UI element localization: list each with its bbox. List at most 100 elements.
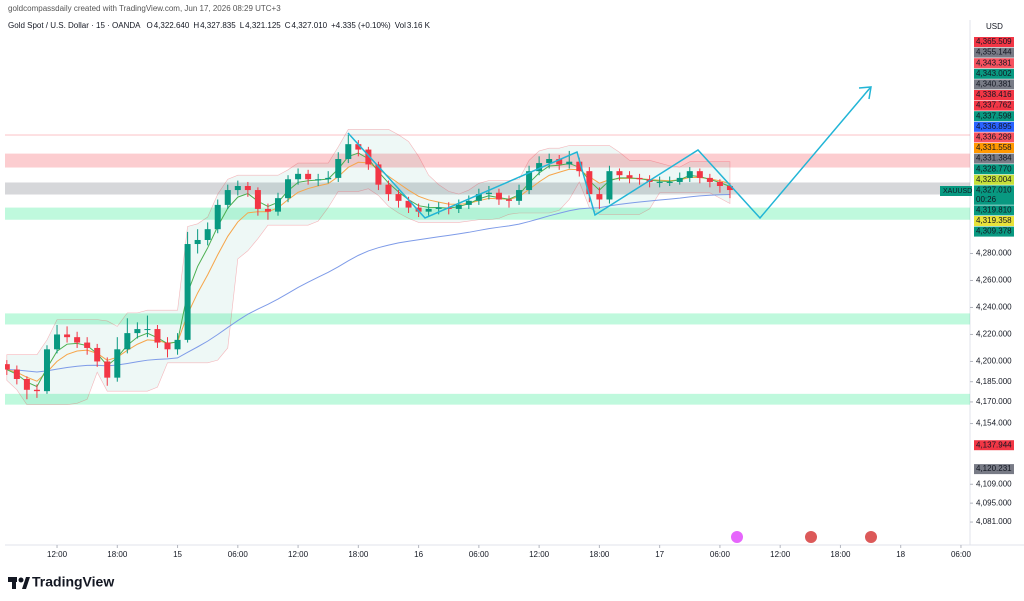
price-tag-label: 4,309.378 bbox=[976, 227, 1012, 236]
y-tick-label: 4,260.000 bbox=[976, 276, 1012, 285]
price-tag-label: 4,336.895 bbox=[976, 122, 1012, 131]
candle-body bbox=[676, 177, 683, 182]
y-tick-label: 4,240.000 bbox=[976, 303, 1012, 312]
logo-mark bbox=[18, 577, 24, 583]
event-icon bbox=[865, 531, 877, 543]
x-tick-label: 18:00 bbox=[589, 550, 610, 559]
price-tag bbox=[974, 90, 1014, 100]
candle-body bbox=[696, 171, 703, 178]
candle-body bbox=[325, 177, 332, 180]
price-tag bbox=[974, 121, 1014, 132]
candle-body bbox=[505, 199, 512, 201]
drawings bbox=[347, 86, 872, 220]
candle-body bbox=[686, 171, 693, 178]
x-tick-label: 16 bbox=[414, 550, 423, 559]
candle-body bbox=[84, 342, 91, 348]
zone bbox=[5, 207, 970, 220]
candle-body bbox=[234, 186, 241, 191]
price-tag bbox=[974, 185, 1014, 205]
candle-body bbox=[716, 181, 723, 187]
zone bbox=[5, 153, 970, 168]
candle-body bbox=[54, 334, 61, 350]
y-tick-label: 4,220.000 bbox=[976, 330, 1012, 339]
candle-body bbox=[264, 208, 271, 212]
price-tag bbox=[974, 79, 1014, 90]
legend-text: +4.335 (+0.10%) bbox=[331, 21, 391, 30]
legend-text: L bbox=[240, 21, 245, 30]
candle-body bbox=[485, 192, 492, 195]
candle-body bbox=[385, 184, 392, 195]
candle-body bbox=[285, 179, 292, 199]
legend-text: 4,327.010 bbox=[292, 21, 328, 30]
price-tag bbox=[974, 100, 1014, 111]
candle-body bbox=[666, 181, 673, 183]
candle-body bbox=[124, 333, 131, 350]
candle-body bbox=[134, 329, 141, 334]
zone bbox=[5, 313, 970, 325]
candle-body bbox=[13, 369, 20, 379]
price-tag bbox=[974, 47, 1014, 58]
logo-mark bbox=[12, 577, 16, 589]
legend-text: H bbox=[193, 21, 199, 30]
candle-body bbox=[596, 194, 603, 200]
price-tag bbox=[974, 37, 1014, 47]
candle-body bbox=[144, 329, 151, 331]
legend-text: Gold Spot / U.S. Dollar · 15 · OANDA bbox=[8, 21, 141, 30]
candle-body bbox=[23, 378, 30, 390]
price-tag-label: 4,319.358 bbox=[976, 216, 1012, 225]
x-tick-label: 06:00 bbox=[469, 550, 490, 559]
price-tag bbox=[974, 132, 1014, 143]
candle-body bbox=[706, 177, 713, 182]
candle-body bbox=[74, 337, 81, 343]
event-icon bbox=[805, 531, 817, 543]
plot bbox=[5, 129, 970, 405]
candle-body bbox=[395, 194, 402, 201]
x-tick-label: 12:00 bbox=[47, 550, 68, 559]
candle-body bbox=[656, 181, 663, 183]
candle-body bbox=[244, 186, 251, 191]
price-tag bbox=[974, 153, 1014, 164]
price-tag-label: 4,338.416 bbox=[976, 90, 1012, 99]
candle-body bbox=[224, 190, 231, 205]
candle-body bbox=[526, 171, 533, 191]
legend-text: 4,327.835 bbox=[200, 21, 236, 30]
candle-body bbox=[5, 364, 10, 370]
pattern-line bbox=[347, 87, 871, 220]
price-tag-label: 4,331.384 bbox=[976, 154, 1012, 163]
candle-body bbox=[315, 179, 322, 181]
price-tag bbox=[974, 174, 1014, 185]
price-tag-label: 4,336.289 bbox=[976, 133, 1012, 142]
y-tick-label: 4,185.000 bbox=[976, 377, 1012, 386]
candle-body bbox=[415, 207, 422, 212]
candle-body bbox=[606, 171, 613, 200]
price-tag bbox=[974, 68, 1014, 79]
price-tag bbox=[974, 143, 1014, 153]
axis: 4,280.000 4,260.000 4,240.000 4,220.000 4,20… bbox=[47, 37, 1014, 559]
candle-body bbox=[455, 204, 462, 209]
candle-body bbox=[636, 177, 643, 180]
y-tick-label: 4,280.000 bbox=[976, 249, 1012, 258]
candle-body bbox=[43, 349, 50, 392]
level-tag bbox=[974, 464, 1014, 475]
candle-body bbox=[616, 171, 623, 176]
candle-body bbox=[295, 173, 302, 180]
logo-text: TradingView bbox=[32, 574, 114, 590]
candle-body bbox=[254, 190, 261, 209]
candle-body bbox=[576, 161, 583, 172]
y-tick-label: 4,081.000 bbox=[976, 517, 1012, 526]
candle-body bbox=[33, 389, 40, 392]
price-tag-label: 4,343.381 bbox=[976, 58, 1012, 67]
candle-body bbox=[214, 204, 221, 230]
candle-body bbox=[475, 194, 482, 201]
x-tick-label: 12:00 bbox=[770, 550, 791, 559]
price-tag-label: 4,340.381 bbox=[976, 80, 1012, 89]
price-tag-label: 4,337.762 bbox=[976, 101, 1012, 110]
price-tag-label: 4,343.002 bbox=[976, 69, 1012, 78]
price-tag-label: 4,337.598 bbox=[976, 111, 1012, 120]
level-tag bbox=[974, 440, 1014, 451]
candle-body bbox=[546, 159, 553, 164]
candle-body bbox=[556, 159, 563, 165]
x-tick-label: 18:00 bbox=[348, 550, 369, 559]
